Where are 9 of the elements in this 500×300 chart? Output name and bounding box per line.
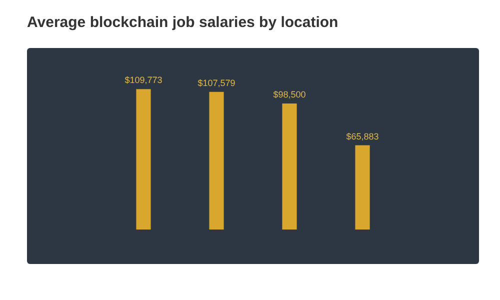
chart-title: Average blockchain job salaries by location [27,14,338,31]
bar [209,92,224,230]
bar [136,89,151,230]
data-label: $65,883 [346,131,379,142]
data-label: $107,579 [198,78,236,88]
bar [282,104,297,230]
bar [355,145,370,230]
data-label: $109,773 [124,75,162,86]
data-label: $98,500 [273,90,306,100]
